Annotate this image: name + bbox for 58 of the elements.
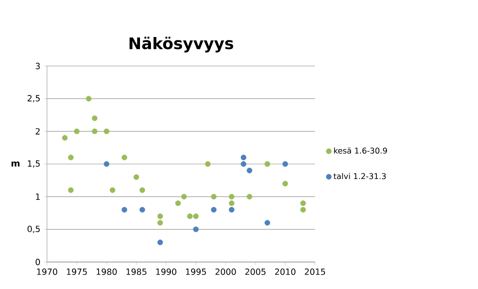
chart-title: Näkösyvyys bbox=[130, 36, 234, 52]
point bbox=[122, 154, 128, 160]
point bbox=[104, 161, 110, 167]
point bbox=[228, 200, 234, 206]
y-tick-label: 0,5 bbox=[28, 226, 40, 233]
point bbox=[110, 187, 116, 193]
point bbox=[68, 154, 74, 160]
point bbox=[193, 226, 199, 232]
point bbox=[139, 206, 146, 213]
y-tick-label: 2,5 bbox=[28, 95, 40, 102]
point bbox=[210, 206, 217, 213]
x-tick-label: 1990 bbox=[156, 268, 176, 275]
point bbox=[62, 135, 68, 141]
point bbox=[240, 161, 246, 167]
x-tick-label: 1985 bbox=[126, 268, 146, 275]
point bbox=[246, 168, 252, 174]
point bbox=[282, 161, 288, 167]
point bbox=[104, 128, 110, 134]
point bbox=[181, 194, 187, 200]
point bbox=[187, 213, 193, 220]
x-tick-label: 1995 bbox=[186, 268, 206, 275]
point bbox=[134, 174, 140, 180]
y-tick-label: 0 bbox=[36, 258, 40, 266]
point bbox=[122, 206, 128, 213]
point bbox=[228, 194, 234, 200]
x-tick-label: 2010 bbox=[275, 268, 296, 275]
point bbox=[175, 200, 181, 206]
point bbox=[228, 206, 234, 213]
x-tick-label: 1975 bbox=[66, 268, 87, 275]
y-tick-label: 3 bbox=[36, 62, 40, 70]
point bbox=[86, 96, 92, 102]
point bbox=[157, 240, 163, 246]
point bbox=[246, 194, 252, 200]
y-tick-label: 2 bbox=[36, 128, 40, 134]
point bbox=[139, 187, 146, 193]
point bbox=[92, 115, 98, 122]
x-tick-label: 1980 bbox=[96, 268, 117, 275]
point bbox=[68, 187, 74, 193]
y-tick-label: 1 bbox=[36, 194, 40, 200]
y-tick-label: 1,5 bbox=[28, 160, 40, 168]
point bbox=[205, 161, 211, 167]
point bbox=[157, 220, 163, 226]
point bbox=[264, 161, 270, 167]
point bbox=[74, 128, 80, 134]
y-axis-title: m bbox=[12, 161, 20, 167]
point bbox=[300, 200, 306, 206]
point bbox=[300, 206, 306, 213]
x-tick-label: 2015 bbox=[304, 268, 326, 275]
point bbox=[282, 180, 288, 186]
point bbox=[92, 128, 98, 134]
point bbox=[193, 213, 199, 220]
x-tick-label: 1970 bbox=[37, 268, 58, 275]
point bbox=[264, 220, 270, 226]
x-tick-label: 2000 bbox=[216, 268, 236, 275]
x-tick-label: 2005 bbox=[245, 268, 266, 275]
point bbox=[157, 213, 163, 220]
point bbox=[210, 194, 217, 200]
point bbox=[240, 154, 246, 160]
